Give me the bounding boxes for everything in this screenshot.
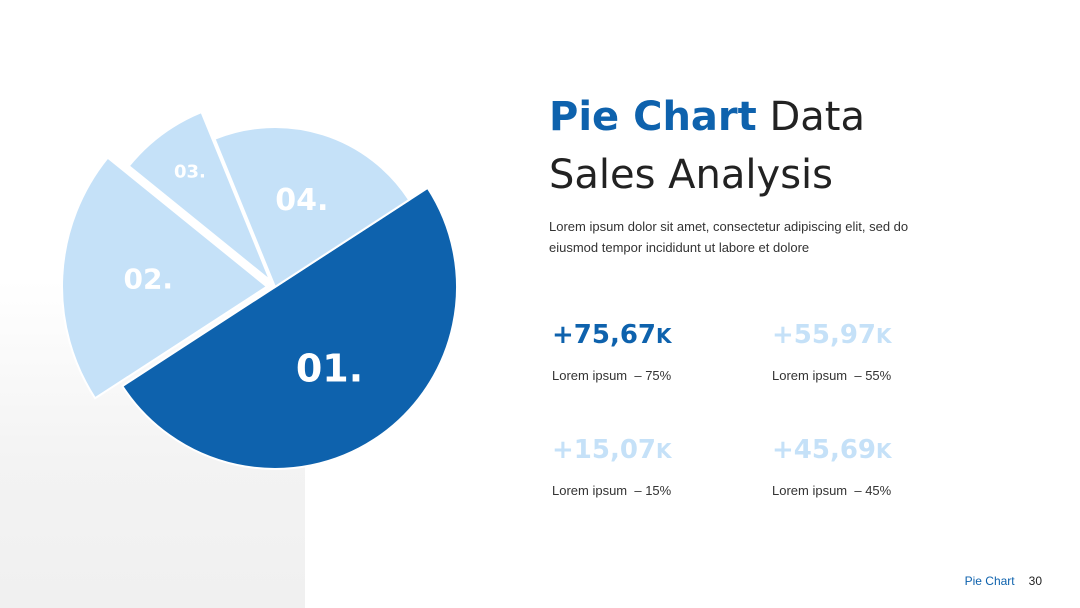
pie-slice-3 <box>127 110 272 282</box>
stat-label: Lorem ipsum – 15% <box>552 483 672 498</box>
stat-number: +45,69 <box>772 435 877 465</box>
title-line-2: Sales Analysis <box>549 152 833 198</box>
title-accent: Pie Chart <box>549 94 757 140</box>
pie-slice-4 <box>213 126 411 289</box>
pie-slice-label-4: 04. <box>275 183 328 218</box>
stat-value: +15,07K <box>552 433 752 468</box>
pie-slice-label-2: 02. <box>123 262 173 295</box>
slide-title: Pie Chart Data Sales Analysis <box>549 88 1029 204</box>
stat-unit: K <box>876 324 892 348</box>
slide-footer: Pie Chart 30 <box>965 574 1042 588</box>
stat-block-4: +45,69K Lorem ipsum – 45% <box>772 433 972 500</box>
stat-unit: K <box>656 439 672 463</box>
footer-title: Pie Chart <box>964 574 1015 588</box>
stat-label: Lorem ipsum – 45% <box>772 483 892 498</box>
slide-description: Lorem ipsum dolor sit amet, consectetur … <box>549 219 909 255</box>
stat-number: +55,97 <box>772 320 877 350</box>
pie-chart: 01. 02. 03. 04. <box>61 110 458 470</box>
stat-label: Lorem ipsum – 75% <box>552 368 672 383</box>
pie-slice-1 <box>120 186 458 470</box>
stat-block-2: +55,97K Lorem ipsum – 55% <box>772 318 972 385</box>
pie-slice-label-3: 03. <box>174 161 206 182</box>
stat-unit: K <box>876 439 892 463</box>
stat-value: +55,97K <box>772 318 972 353</box>
stat-number: +15,07 <box>552 435 657 465</box>
stat-block-1: +75,67K Lorem ipsum – 75% <box>552 318 752 385</box>
pie-slice-2 <box>61 156 269 400</box>
pie-slice-label-1: 01. <box>296 346 363 390</box>
stat-value: +45,69K <box>772 433 972 468</box>
stat-block-3: +15,07K Lorem ipsum – 15% <box>552 433 752 500</box>
page-number: 30 <box>1028 574 1042 588</box>
stat-value: +75,67K <box>552 318 752 353</box>
title-rest: Data <box>756 94 865 140</box>
stat-label: Lorem ipsum – 55% <box>772 368 892 383</box>
stat-number: +75,67 <box>552 320 657 350</box>
stat-unit: K <box>656 324 672 348</box>
